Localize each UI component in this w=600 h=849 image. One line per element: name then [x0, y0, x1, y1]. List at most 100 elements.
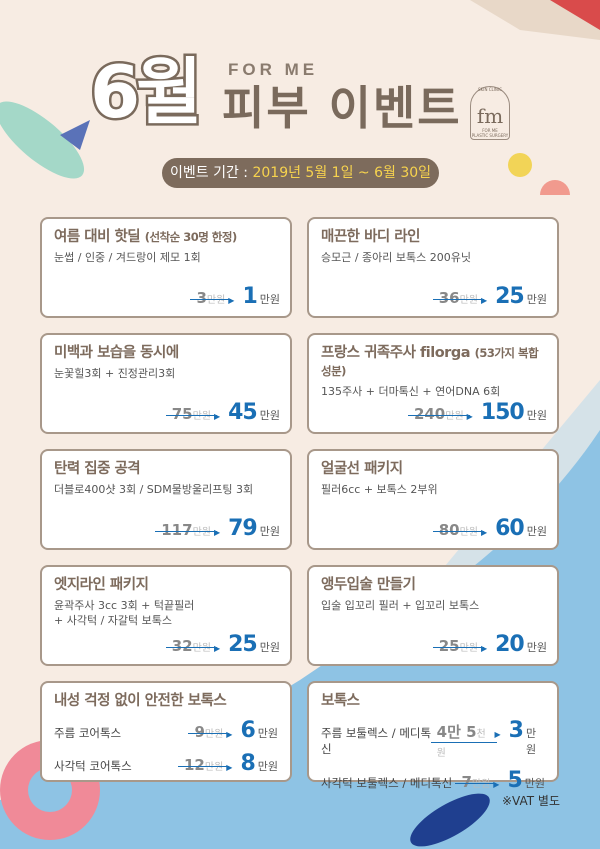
logo-top-text: SKIN CLINIC	[478, 87, 502, 92]
original-value: 240	[413, 405, 446, 423]
price: 9만원 ▶ 6 만원	[188, 718, 278, 743]
sale-unit: 만원	[259, 293, 280, 306]
card-title: 프랑스 귀족주사 filorga (53가지 복합성분)	[321, 344, 545, 380]
card-title: 여름 대비 핫딜 (선착순 30명 한정)	[54, 228, 278, 246]
sale-unit: 만원	[257, 727, 278, 740]
original-value: 80	[438, 521, 460, 539]
clinic-logo: SKIN CLINIC fm FOR ME PLASTIC SURGERY	[470, 86, 510, 140]
sale-unit: 만원	[259, 641, 280, 654]
card-note: (선착순 30명 한정)	[144, 230, 238, 244]
card-title-text: 미백과 보습을 동시에	[54, 345, 179, 361]
original-unit: 만원	[192, 527, 211, 538]
event-card[interactable]: 얼굴선 패키지 필러6cc + 보톡스 2부위 80만원 ▶ 60 만원	[307, 449, 559, 550]
sale-price: 5	[507, 768, 522, 793]
original-value: 4만 5	[436, 723, 477, 741]
card-title: 미백과 보습을 동시에	[54, 344, 278, 362]
event-card[interactable]: 프랑스 귀족주사 filorga (53가지 복합성분) 135주사 + 더마톡신…	[307, 333, 559, 434]
brand-label: FOR ME	[228, 60, 319, 79]
original-price: 75만원	[165, 405, 218, 423]
original-value: 117	[161, 521, 193, 539]
sale-unit: 만원	[259, 409, 280, 422]
price: 75만원 ▶ 45 만원	[165, 400, 280, 425]
sale-price: 3	[508, 718, 524, 743]
price: 7만원 ▶ 5 만원	[455, 768, 545, 793]
original-price: 3만원	[190, 289, 232, 307]
card-title: 앵두입술 만들기	[321, 576, 545, 594]
sale-price: 20	[495, 632, 525, 657]
card-title-text: 앵두입술 만들기	[321, 577, 416, 593]
sale-price: 1	[242, 284, 257, 309]
event-card[interactable]: 탄력 집중 공격 더블로400샷 3회 / SDM물방울리프팅 3회 117만원 ▶ 7…	[40, 449, 292, 550]
card-title-text: 매끈한 바디 라인	[321, 229, 420, 245]
sale-price: 6	[240, 718, 255, 743]
card-description: 135주사 + 더마톡신 + 연어DNA 6회	[321, 385, 501, 398]
sale-price: 150	[480, 400, 525, 425]
original-unit: 만원	[206, 295, 226, 306]
original-price: 12만원	[177, 756, 230, 774]
original-unit: 만원	[445, 411, 464, 422]
original-value: 36	[438, 289, 460, 307]
original-price: 80만원	[432, 521, 485, 539]
card-title-text: 얼굴선 패키지	[321, 461, 403, 477]
arrow-icon: ▶	[494, 730, 501, 739]
botox-card[interactable]: 보톡스 주름 보툴렉스 / 메디톡신 4만 5천원 ▶ 3 만원 사각턱 보툴렉스 / 메디…	[307, 681, 559, 793]
card-title: 엣지라인 패키지	[54, 576, 278, 594]
card-title: 내성 걱정 없이 안전한 보톡스	[54, 693, 227, 709]
original-price: 4만 5천원	[430, 721, 498, 760]
original-price: 9만원	[188, 723, 230, 741]
event-card[interactable]: 앵두입술 만들기 입술 입꼬리 필러 + 입꼬리 보톡스 25만원 ▶ 20 만원	[307, 565, 559, 666]
card-description: 눈꽃힐3회 + 진정관리3회	[54, 367, 176, 380]
sale-unit: 만원	[526, 293, 547, 306]
logo-bottom-text: PLASTIC SURGERY	[471, 133, 509, 138]
card-title: 얼굴선 패키지	[321, 460, 545, 478]
botox-card[interactable]: 내성 걱정 없이 안전한 보톡스 주름 코어톡스 9만원 ▶ 6 만원 사각턱 코어톡스 12…	[40, 681, 292, 782]
original-unit: 만원	[204, 762, 224, 773]
sale-price: 79	[228, 516, 258, 541]
logo-name: FOR ME	[482, 128, 498, 133]
price-row: 주름 코어톡스 9만원 ▶ 6 만원	[54, 718, 278, 743]
sale-unit: 만원	[259, 525, 280, 538]
original-unit: 만원	[459, 643, 478, 654]
price: 25만원 ▶ 20 만원	[432, 632, 547, 657]
arrow-icon: ▶	[213, 644, 221, 653]
price: 117만원 ▶ 79 만원	[155, 516, 280, 541]
price: 3만원 ▶ 1 만원	[190, 284, 280, 309]
price: 32만원 ▶ 25 만원	[165, 632, 280, 657]
treatment-name: 사각턱 보툴렉스 / 메디톡신	[321, 776, 453, 790]
sale-unit: 만원	[257, 760, 278, 773]
sale-unit: 만원	[526, 409, 547, 422]
shell-icon	[508, 153, 532, 177]
sale-unit: 만원	[525, 727, 537, 756]
arrow-icon: ▶	[226, 763, 233, 772]
price-row: 사각턱 보툴렉스 / 메디톡신 7만원 ▶ 5 만원	[321, 768, 545, 793]
event-card[interactable]: 여름 대비 핫딜 (선착순 30명 한정) 눈썹 / 인중 / 겨드랑이 제모 1…	[40, 217, 292, 318]
original-price: 32만원	[165, 637, 218, 655]
treatment-name: 주름 코어톡스	[54, 726, 122, 740]
arrow-icon: ▶	[480, 296, 488, 305]
arrow-icon: ▶	[493, 780, 500, 789]
sale-price: 25	[228, 632, 258, 657]
sale-price: 8	[240, 751, 255, 776]
price-row: 사각턱 코어톡스 12만원 ▶ 8 만원	[54, 751, 278, 776]
card-description: 윤곽주사 3cc 3회 + 턱끝필러 + 사각턱 / 자갈턱 보톡스	[54, 599, 195, 627]
card-title: 보톡스	[321, 693, 360, 709]
original-unit: 만원	[459, 295, 478, 306]
price: 4만 5천원 ▶ 3 만원	[430, 718, 545, 760]
arrow-icon: ▶	[213, 412, 221, 421]
card-title-text: 프랑스 귀족주사 filorga	[321, 345, 471, 361]
original-value: 9	[194, 723, 205, 741]
card-title-text: 엣지라인 패키지	[54, 577, 149, 593]
arrow-icon: ▶	[466, 412, 473, 421]
card-description: 눈썹 / 인중 / 겨드랑이 제모 1회	[54, 251, 201, 264]
original-price: 36만원	[432, 289, 485, 307]
original-price: 25만원	[432, 637, 485, 655]
arrow-icon: ▶	[480, 528, 488, 537]
original-unit: 만원	[459, 527, 478, 538]
event-card[interactable]: 매끈한 바디 라인 승모근 / 종아리 보톡스 200유닛 36만원 ▶ 25 만원	[307, 217, 559, 318]
event-period-badge: 이벤트 기간 : 2019년 5월 1일 ~ 6월 30일	[162, 158, 439, 188]
sale-price: 45	[228, 400, 258, 425]
page-title: 피부 이벤트	[222, 81, 462, 135]
original-unit: 만원	[192, 643, 211, 654]
